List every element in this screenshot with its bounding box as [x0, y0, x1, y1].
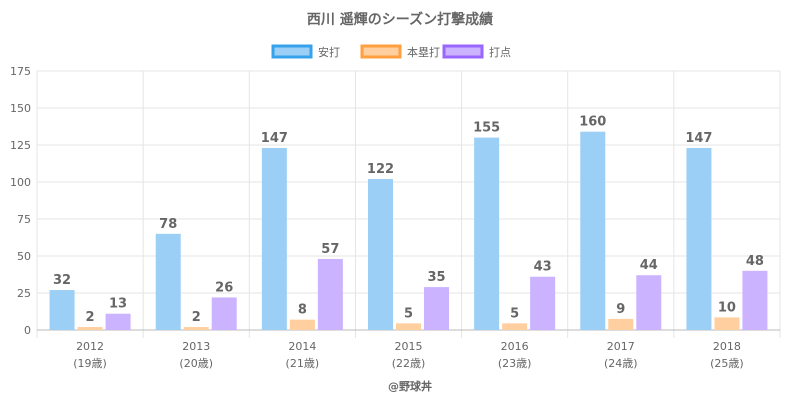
bar [636, 275, 662, 330]
bar [686, 147, 712, 330]
x-tick-label: 2012 [76, 340, 104, 353]
chart-title: 西川 遥輝のシーズン打撃成績 [307, 11, 493, 28]
footer-credit: @野球丼 [388, 379, 432, 393]
data-label: 78 [159, 217, 177, 232]
bar [580, 131, 606, 330]
bar [49, 290, 75, 330]
legend-swatch [271, 44, 313, 59]
legend-swatch [360, 44, 402, 59]
x-tick-label: 2016 [501, 340, 529, 353]
x-axis: 2012 (19歳) 2013 (20歳) 2014 (21歳) 2015 (22歳) 2016… [73, 340, 743, 370]
x-tick-label: 2018 [713, 340, 741, 353]
y-tick-label: 25 [17, 287, 31, 300]
data-label: 13 [109, 297, 127, 312]
legend-swatch [442, 44, 484, 59]
bar [742, 270, 768, 330]
x-tick-label: 2014 [288, 340, 316, 353]
x-tick-sublabel: (23歳) [498, 357, 532, 370]
y-tick-label: 175 [10, 65, 31, 78]
x-tick-label: 2013 [182, 340, 210, 353]
y-tick-label: 0 [24, 324, 31, 337]
data-label: 57 [321, 242, 339, 257]
data-label: 2 [192, 310, 201, 325]
data-label: 35 [427, 270, 445, 285]
data-label: 2 [86, 310, 95, 325]
bar [608, 318, 634, 330]
x-tick-sublabel: (24歳) [604, 357, 638, 370]
data-label: 147 [685, 131, 712, 146]
x-tick-label: 2017 [607, 340, 635, 353]
x-tick-sublabel: (25歳) [710, 357, 744, 370]
bar [289, 319, 315, 330]
y-tick-label: 100 [10, 176, 31, 189]
y-tick-label: 150 [10, 102, 31, 115]
bar [530, 276, 556, 330]
data-label: 5 [404, 306, 413, 321]
bar [474, 137, 500, 330]
bar [396, 323, 421, 330]
bar [502, 323, 528, 330]
x-tick-sublabel: (21歳) [286, 357, 320, 370]
data-label: 8 [298, 303, 307, 318]
bar [183, 327, 209, 330]
y-tick-label: 50 [17, 250, 31, 263]
bar [105, 313, 131, 330]
x-tick-sublabel: (19歳) [73, 357, 107, 370]
data-label: 160 [579, 115, 606, 130]
y-tick-label: 125 [10, 139, 31, 152]
legend-label: 打点 [489, 45, 511, 59]
data-label: 32 [53, 273, 71, 288]
x-tick-label: 2015 [395, 340, 423, 353]
x-tick-sublabel: (20歳) [179, 357, 213, 370]
x-tick-sublabel: (22歳) [392, 357, 426, 370]
y-tick-label: 75 [17, 213, 31, 226]
legend-label: 安打 [318, 45, 340, 59]
data-label: 10 [718, 300, 736, 315]
bar [211, 297, 237, 330]
bar [368, 179, 393, 330]
bar [77, 327, 103, 330]
data-label: 26 [215, 280, 233, 295]
data-label: 155 [473, 121, 500, 136]
bar [317, 258, 343, 330]
bar [714, 317, 740, 330]
legend-label: 本塁打 [407, 45, 440, 59]
data-label: 44 [640, 258, 658, 273]
bar [424, 287, 449, 330]
data-label: 43 [534, 260, 552, 275]
bar [155, 233, 181, 330]
data-label: 5 [510, 306, 519, 321]
data-label: 48 [746, 254, 764, 269]
bar [261, 147, 287, 330]
data-label: 147 [261, 131, 288, 146]
data-label: 9 [616, 302, 625, 317]
bars: 32 78 147 122 155 160 147 2 2 8 5 5 9 10 13 26 57 35 43 44 4… [49, 115, 768, 330]
data-label: 122 [367, 162, 394, 177]
legend: 安打 本塁打 打点 [271, 44, 511, 59]
